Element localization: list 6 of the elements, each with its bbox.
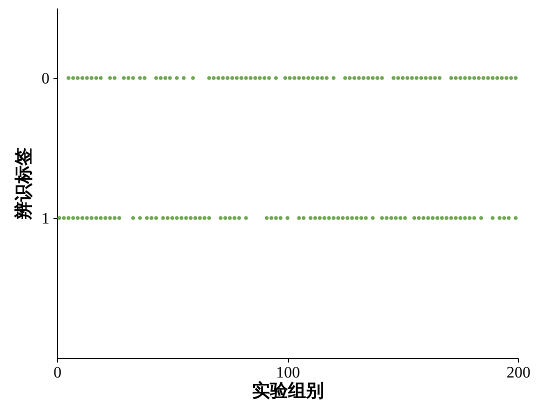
y-axis-title: 辨识标签 xyxy=(14,148,34,220)
x-tick-label: 100 xyxy=(276,364,300,382)
x-tick-label: 200 xyxy=(506,364,530,382)
y-tick-label: 1 xyxy=(42,210,50,228)
x-tick-label: 0 xyxy=(54,364,62,382)
x-axis-title: 实验组别 xyxy=(252,380,324,400)
